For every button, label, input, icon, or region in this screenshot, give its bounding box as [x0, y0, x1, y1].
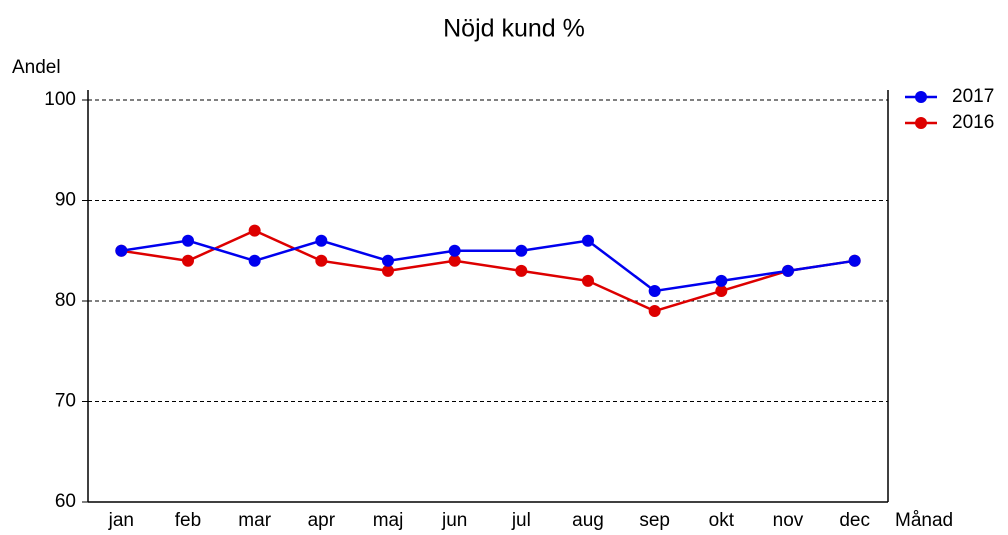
- legend-marker: [915, 91, 927, 103]
- legend-marker: [915, 117, 927, 129]
- y-tick-label: 70: [55, 391, 76, 412]
- data-point: [782, 264, 794, 277]
- data-point: [515, 264, 528, 277]
- y-axis-label: Andel: [12, 57, 61, 78]
- data-point: [515, 244, 528, 257]
- data-point: [248, 254, 261, 267]
- data-point: [182, 234, 194, 247]
- x-axis-label: Månad: [895, 510, 953, 531]
- data-point: [382, 254, 394, 267]
- x-tick-label: nov: [773, 510, 804, 531]
- data-point: [448, 244, 461, 257]
- y-tick-label: 100: [44, 89, 76, 110]
- x-tick-label: jul: [511, 510, 531, 531]
- data-point: [582, 234, 594, 247]
- data-point: [648, 284, 661, 297]
- legend-label: 2016: [952, 112, 994, 133]
- data-point: [115, 244, 128, 257]
- data-point: [182, 254, 194, 267]
- x-tick-label: mar: [238, 510, 271, 531]
- x-tick-label: feb: [175, 510, 201, 531]
- x-tick-label: aug: [572, 510, 604, 531]
- x-tick-label: okt: [709, 510, 735, 531]
- x-tick-label: sep: [639, 510, 670, 531]
- data-point: [248, 224, 261, 237]
- data-point: [715, 274, 728, 287]
- series-line: [121, 229, 855, 313]
- y-tick-label: 80: [55, 290, 76, 311]
- x-tick-label: jun: [441, 510, 467, 531]
- data-point: [582, 274, 594, 287]
- data-point: [648, 305, 661, 318]
- x-tick-label: maj: [373, 510, 404, 531]
- x-tick-label: apr: [308, 510, 336, 531]
- y-tick-label: 90: [55, 190, 76, 211]
- data-point: [315, 234, 328, 247]
- data-point: [315, 254, 328, 267]
- series-line: [121, 239, 855, 293]
- x-tick-label: dec: [839, 510, 870, 531]
- data-point: [382, 264, 394, 277]
- data-point: [715, 284, 728, 297]
- legend-label: 2017: [952, 86, 994, 107]
- data-point: [848, 254, 861, 267]
- y-tick-label: 60: [55, 491, 76, 512]
- data-point: [448, 254, 461, 267]
- chart-title: Nöjd kund %: [443, 15, 585, 43]
- x-tick-label: jan: [108, 510, 134, 531]
